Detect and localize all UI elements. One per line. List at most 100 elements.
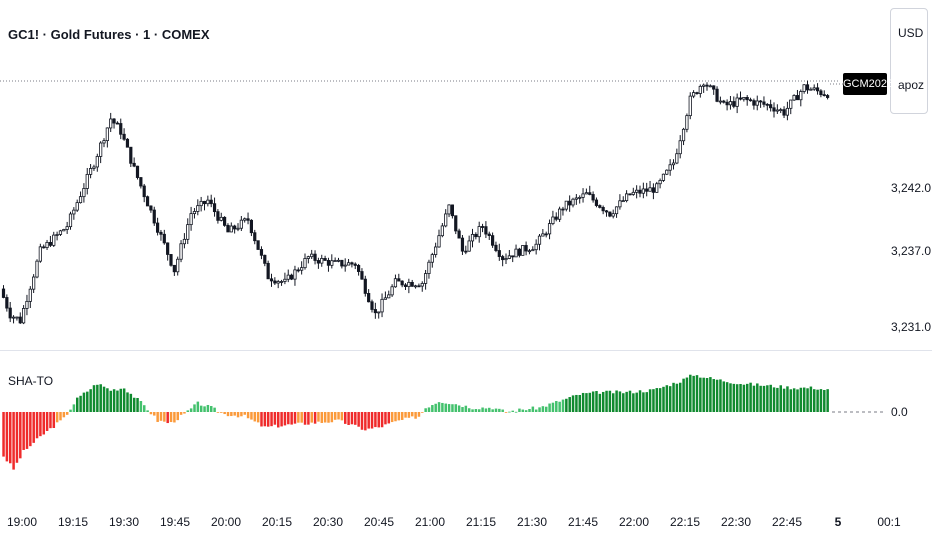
histogram-bar: [618, 391, 622, 412]
histogram-bar: [702, 377, 705, 412]
histogram-bar: [126, 392, 129, 412]
histogram-bar: [675, 383, 679, 412]
histogram-bar: [320, 412, 324, 423]
time-tick-label: 20:15: [262, 515, 292, 529]
candle-body: [490, 235, 495, 246]
histogram-bar: [511, 410, 514, 412]
candle-body: [779, 109, 783, 112]
candle-body: [289, 274, 294, 280]
histogram-bar: [303, 412, 307, 425]
histogram-bar: [176, 412, 179, 421]
candle-body: [249, 219, 253, 234]
candle-body: [259, 249, 264, 256]
histogram-bar: [628, 390, 632, 412]
candle-body: [728, 101, 733, 106]
histogram-bar: [434, 403, 437, 412]
histogram-bar: [25, 412, 29, 449]
histogram-bar: [514, 411, 518, 413]
candle-body: [403, 284, 408, 287]
candle-body: [300, 267, 304, 271]
candle-body: [742, 97, 746, 100]
candle-body: [293, 269, 297, 280]
candle-body: [256, 240, 260, 250]
histogram-bar: [424, 408, 427, 412]
candle-body: [547, 223, 552, 235]
pane-separator[interactable]: [0, 350, 932, 351]
histogram-bar: [802, 387, 806, 412]
candle-body: [263, 254, 267, 264]
histogram-bar: [779, 385, 782, 412]
histogram-bar: [786, 386, 789, 412]
candle-body: [527, 250, 532, 253]
histogram-bar: [9, 412, 12, 464]
candle-body: [196, 205, 200, 212]
candle-body: [705, 84, 709, 87]
histogram-bar: [153, 412, 156, 416]
candle-body: [42, 246, 46, 249]
candle-body: [769, 104, 773, 109]
histogram-bar: [823, 389, 826, 412]
histogram-bar: [658, 388, 662, 412]
candle-body: [142, 185, 146, 198]
candle-body: [608, 211, 612, 217]
histogram-bar: [45, 412, 49, 431]
candle-body: [604, 210, 609, 213]
candle-body: [105, 127, 109, 142]
histogram-bar: [571, 395, 575, 412]
candle-body: [387, 294, 391, 299]
histogram-bar: [588, 392, 592, 412]
symbol-title[interactable]: GC1! · Gold Futures · 1 · COMEX: [8, 27, 210, 42]
histogram-bar: [561, 399, 565, 412]
candle-body: [233, 225, 237, 230]
histogram-bar: [310, 412, 313, 423]
histogram-bar: [22, 412, 25, 450]
histogram-bar: [521, 409, 525, 412]
candle-body: [1, 288, 6, 298]
histogram-bar: [253, 412, 257, 422]
candle-body: [8, 307, 12, 319]
candle-body: [785, 107, 790, 116]
histogram-bar: [474, 409, 478, 412]
histogram-bar: [390, 412, 394, 423]
histogram-bar: [595, 391, 598, 412]
histogram-bar: [421, 412, 424, 413]
candle-body: [296, 269, 300, 272]
histogram-bar: [695, 375, 699, 412]
currency-label[interactable]: USD: [898, 26, 924, 40]
unit-label[interactable]: apoz: [898, 78, 925, 92]
histogram-bar: [327, 412, 330, 423]
histogram-bar: [5, 412, 9, 462]
histogram-bar: [216, 412, 220, 413]
price-axis[interactable]: 3,231.0 3,237.0 3,242.0: [891, 181, 931, 334]
candle-body: [524, 245, 528, 252]
time-axis[interactable]: 19:00 19:15 19:30 19:45 20:00 20:15 20:30 20:45…: [7, 515, 901, 529]
candle-body: [246, 218, 250, 221]
candle-body: [199, 200, 203, 207]
histogram-bar: [551, 402, 555, 412]
histogram-bar: [648, 389, 652, 412]
histogram-bar: [196, 401, 200, 412]
histogram-bar: [591, 391, 595, 412]
histogram-bar: [494, 408, 498, 412]
candle-body: [62, 229, 66, 232]
histogram-bar: [236, 412, 240, 418]
histogram-bar: [548, 403, 551, 412]
candle-body: [172, 264, 176, 273]
currency-unit-selector[interactable]: USD apoz: [890, 8, 928, 114]
candle-body: [82, 188, 86, 198]
histogram-bar: [69, 409, 72, 412]
indicator-title[interactable]: SHA-TO: [8, 374, 54, 388]
histogram-bar: [387, 412, 391, 424]
histogram-bar: [508, 411, 511, 413]
histogram-bar: [213, 407, 216, 412]
candle-body: [286, 274, 290, 280]
histogram-bar: [615, 390, 618, 412]
histogram-bar: [243, 412, 246, 415]
histogram-bar: [715, 379, 719, 412]
histogram-bar: [287, 412, 290, 425]
histogram-bar: [524, 410, 528, 412]
candle-body: [678, 140, 682, 155]
histogram-bar: [39, 412, 42, 437]
candle-body: [688, 95, 692, 117]
